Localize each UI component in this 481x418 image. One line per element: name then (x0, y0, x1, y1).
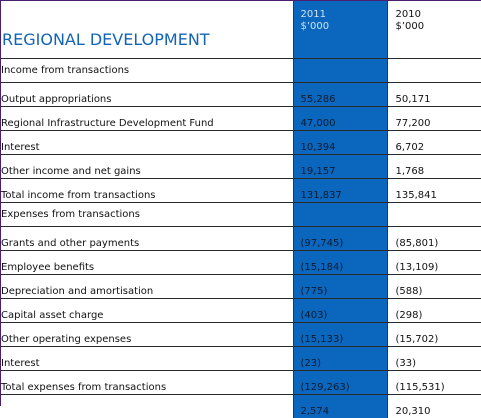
value-2011: (129,263) (293, 371, 387, 395)
table-title: REGIONAL DEVELOPMENT (1, 1, 293, 59)
financial-table-frame: REGIONAL DEVELOPMENT 2011 $’000 2010 $’0… (0, 0, 481, 406)
row-label: Output appropriations (1, 83, 293, 107)
value-2011: 131,837 (293, 179, 387, 203)
table-row: Depreciation and amortisation (775) (588… (1, 275, 481, 299)
table-row: Capital asset charge (403) (298) (1, 299, 481, 323)
row-label: Interest (1, 131, 293, 155)
value-2010 (387, 203, 481, 227)
value-2010: 50,171 (387, 83, 481, 107)
row-label: Regional Infrastructure Development Fund (1, 107, 293, 131)
column-year: 2011 (301, 9, 387, 21)
value-2010: (115,531) (387, 371, 481, 395)
column-unit: $’000 (396, 21, 481, 33)
table-row: Grants and other payments (97,745) (85,8… (1, 227, 481, 251)
table-row: Employee benefits (15,184) (13,109) (1, 251, 481, 275)
value-2011: 10,394 (293, 131, 387, 155)
column-header-2011: 2011 $’000 (293, 1, 387, 59)
row-label: Other income and net gains (1, 155, 293, 179)
table-row: Total expenses from transactions (129,26… (1, 371, 481, 395)
value-2011: 19,157 (293, 155, 387, 179)
row-label: Grants and other payments (1, 227, 293, 251)
table-row: Other income and net gains 19,157 1,768 (1, 155, 481, 179)
value-2010: (15,702) (387, 323, 481, 347)
table-row: Output appropriations 55,286 50,171 (1, 83, 481, 107)
column-unit: $’000 (301, 21, 387, 33)
value-2011: 2,574 (293, 395, 387, 418)
column-header-2010: 2010 $’000 (387, 1, 481, 59)
value-2010: 135,841 (387, 179, 481, 203)
value-2011: (15,133) (293, 323, 387, 347)
value-2010: (85,801) (387, 227, 481, 251)
row-label: Depreciation and amortisation (1, 275, 293, 299)
value-2011: 55,286 (293, 83, 387, 107)
row-label: Interest (1, 347, 293, 371)
value-2010: (13,109) (387, 251, 481, 275)
value-2010: (33) (387, 347, 481, 371)
row-label: Other operating expenses (1, 323, 293, 347)
table-row: Other operating expenses (15,133) (15,70… (1, 323, 481, 347)
table-row: Expenses from transactions (1, 203, 481, 227)
table-row: Regional Infrastructure Development Fund… (1, 107, 481, 131)
row-label: Income from transactions (1, 59, 293, 83)
row-label: Expenses from transactions (1, 203, 293, 227)
value-2011: (23) (293, 347, 387, 371)
table-row: Income from transactions (1, 59, 481, 83)
value-2010: 20,310 (387, 395, 481, 418)
value-2010: 6,702 (387, 131, 481, 155)
row-label: Total income from transactions (1, 179, 293, 203)
column-year: 2010 (396, 9, 481, 21)
value-2010: 77,200 (387, 107, 481, 131)
value-2010: 1,768 (387, 155, 481, 179)
value-2011: (775) (293, 275, 387, 299)
value-2010 (387, 59, 481, 83)
value-2011: (15,184) (293, 251, 387, 275)
value-2011 (293, 203, 387, 227)
value-2011: (97,745) (293, 227, 387, 251)
table-row: Interest (23) (33) (1, 347, 481, 371)
row-label: Capital asset charge (1, 299, 293, 323)
table-row: Interest 10,394 6,702 (1, 131, 481, 155)
table-row: 2,574 20,310 (1, 395, 481, 418)
value-2011 (293, 59, 387, 83)
row-label: Employee benefits (1, 251, 293, 275)
value-2011: (403) (293, 299, 387, 323)
value-2010: (298) (387, 299, 481, 323)
row-label: Total expenses from transactions (1, 371, 293, 395)
value-2010: (588) (387, 275, 481, 299)
row-label (1, 395, 293, 418)
table-row: Total income from transactions 131,837 1… (1, 179, 481, 203)
value-2011: 47,000 (293, 107, 387, 131)
header-row: REGIONAL DEVELOPMENT 2011 $’000 2010 $’0… (1, 1, 481, 59)
